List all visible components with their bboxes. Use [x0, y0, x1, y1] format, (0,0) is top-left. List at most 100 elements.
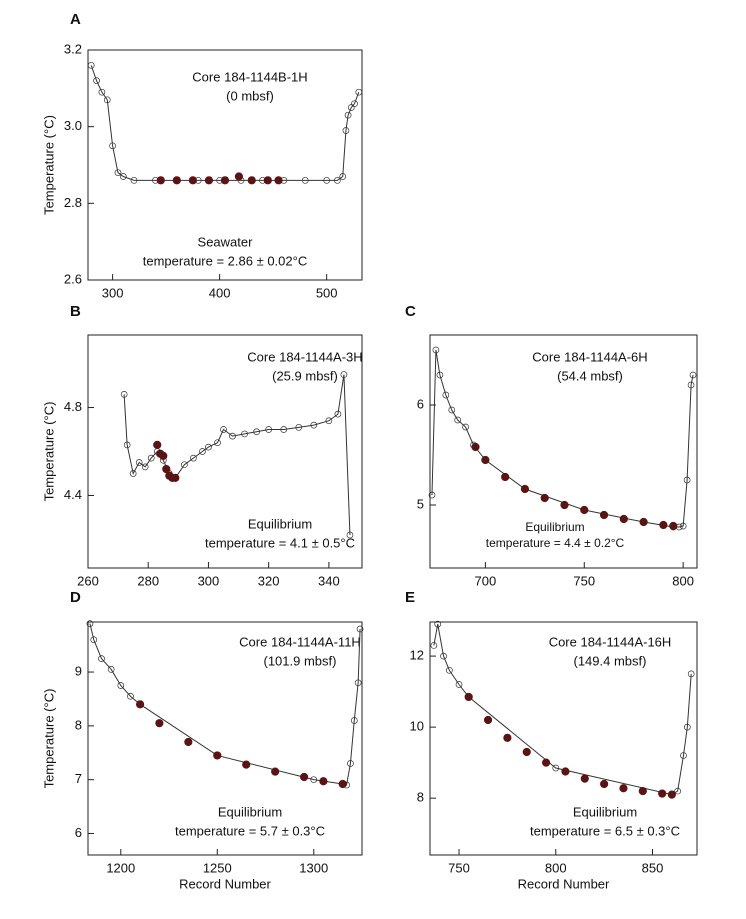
fit-point — [600, 779, 609, 789]
annotation: temperature = 2.86 ± 0.02°C — [143, 253, 307, 268]
fit-point — [464, 692, 473, 702]
fit-point — [242, 760, 251, 769]
x-tick-label: 500 — [316, 285, 338, 300]
data-point — [356, 625, 364, 633]
y-tick-label: 9 — [75, 663, 82, 678]
fit-point — [220, 176, 230, 185]
data-point — [295, 423, 303, 431]
data-point — [354, 679, 362, 687]
fit-point — [501, 472, 510, 482]
x-axis-label: Record Number — [518, 876, 610, 891]
annotation: Core 184-1144A-16H — [549, 634, 672, 649]
data-point — [436, 371, 444, 379]
annotation: Core 184-1144A-11H — [239, 634, 361, 649]
plot-frame — [87, 334, 363, 569]
data-point — [86, 620, 94, 627]
fit-point — [274, 176, 283, 185]
fit-point — [481, 455, 490, 465]
plot-frame — [87, 49, 363, 281]
data-point — [347, 760, 354, 767]
fit-point — [658, 789, 667, 798]
data-point — [683, 723, 691, 731]
data-point — [109, 142, 116, 150]
annotation: (54.4 mbsf) — [557, 368, 623, 383]
fit-point — [667, 790, 676, 799]
plot-frame — [429, 334, 698, 569]
fit-point — [338, 779, 347, 789]
series-line — [90, 65, 360, 181]
y-tick-label: 8 — [417, 790, 424, 805]
data-point — [181, 461, 188, 469]
annotation: (101.9 mbsf) — [264, 653, 337, 668]
data-point — [117, 682, 125, 689]
fit-point — [659, 520, 668, 530]
data-point — [98, 88, 106, 96]
data-point — [455, 681, 463, 688]
data-point — [103, 96, 111, 104]
data-point — [342, 127, 350, 134]
annotation: temperature = 6.5 ± 0.3°C — [530, 823, 680, 838]
x-tick-label: 280 — [137, 573, 159, 588]
y-tick-label: 4.4 — [64, 487, 82, 502]
fit-point — [540, 493, 549, 503]
fit-point — [522, 747, 531, 757]
fit-point — [580, 774, 589, 783]
x-tick-label: 320 — [258, 573, 280, 588]
x-tick-label: 800 — [672, 573, 694, 588]
data-point — [344, 111, 352, 119]
panel-label: D — [70, 589, 81, 606]
data-point — [552, 764, 560, 772]
annotation: Equilibrium — [573, 804, 637, 819]
data-point — [205, 443, 212, 451]
x-tick-label: 400 — [209, 285, 231, 300]
data-point — [334, 176, 341, 184]
fit-point — [188, 176, 197, 185]
x-tick-label: 300 — [198, 573, 220, 588]
annotation: temperature = 4.1 ± 0.5°C — [205, 535, 355, 550]
data-point — [340, 371, 348, 378]
fit-point — [669, 521, 678, 531]
x-tick-label: 750 — [573, 573, 595, 588]
series-line — [433, 624, 692, 796]
annotation: Equilibrium — [525, 520, 584, 534]
x-tick-label: 800 — [545, 860, 567, 875]
fit-point — [155, 719, 164, 728]
data-point — [135, 459, 143, 466]
fit-point — [156, 176, 165, 185]
panel-label: B — [70, 303, 81, 320]
fit-point — [162, 464, 171, 474]
annotation: Core 184-1144B-1H — [192, 69, 307, 84]
annotation: Equilibrium — [218, 804, 282, 819]
data-point — [119, 173, 127, 180]
fit-point — [213, 751, 222, 760]
fit-point — [159, 451, 168, 460]
fit-point — [560, 500, 569, 510]
data-point — [679, 522, 687, 530]
data-point — [323, 176, 331, 184]
plot-frame — [429, 621, 698, 856]
fit-point — [153, 440, 162, 450]
data-point — [199, 448, 206, 455]
plot-frame — [87, 621, 363, 856]
fit-point — [619, 784, 628, 793]
annotation: temperature = 4.4 ± 0.2°C — [486, 536, 625, 550]
annotation: temperature = 5.7 ± 0.3°C — [175, 823, 325, 838]
panel-label: C — [405, 303, 416, 320]
data-point — [190, 454, 197, 462]
y-tick-label: 5 — [417, 496, 424, 511]
fit-point — [580, 505, 589, 515]
fit-point — [204, 176, 214, 185]
data-point — [93, 77, 100, 85]
data-point — [687, 381, 695, 389]
data-point — [147, 454, 155, 462]
fit-point — [520, 484, 530, 494]
data-point — [87, 61, 95, 69]
data-point — [114, 169, 122, 177]
data-point — [434, 620, 442, 628]
y-tick-label: 2.8 — [64, 195, 82, 210]
panel-label: A — [70, 11, 81, 28]
fit-point — [541, 758, 551, 767]
y-tick-label: 8 — [75, 717, 82, 732]
data-point — [432, 346, 440, 354]
